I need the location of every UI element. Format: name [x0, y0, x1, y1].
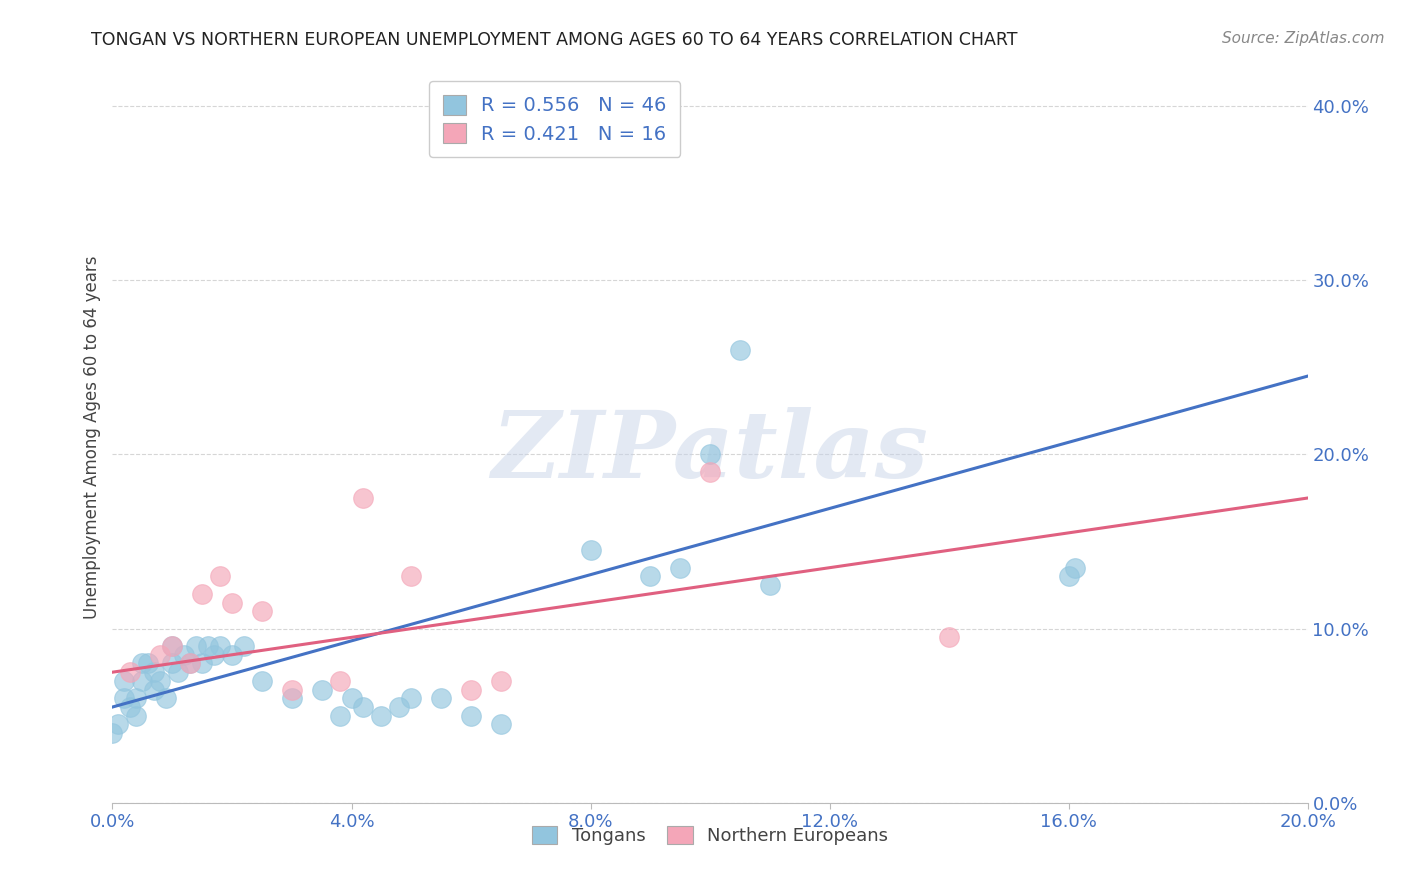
Legend: Tongans, Northern Europeans: Tongans, Northern Europeans [524, 819, 896, 852]
Point [162, 657, 183, 671]
Point [340, 691, 363, 706]
Point [138, 657, 160, 671]
Point [699, 465, 721, 479]
Point [191, 587, 214, 601]
Point [179, 657, 201, 671]
Point [131, 673, 153, 688]
Point [669, 560, 692, 574]
Point [460, 682, 482, 697]
Point [131, 657, 153, 671]
Point [186, 639, 208, 653]
Text: Source: ZipAtlas.com: Source: ZipAtlas.com [1222, 31, 1385, 46]
Point [728, 343, 751, 357]
Point [179, 657, 201, 671]
Point [162, 639, 183, 653]
Point [143, 682, 166, 697]
Point [221, 648, 243, 662]
Point [329, 708, 352, 723]
Point [370, 708, 392, 723]
Point [233, 639, 256, 653]
Y-axis label: Unemployment Among Ages 60 to 64 years: Unemployment Among Ages 60 to 64 years [83, 255, 101, 619]
Point [1057, 569, 1080, 583]
Point [221, 595, 243, 609]
Point [209, 569, 232, 583]
Point [388, 700, 411, 714]
Text: TONGAN VS NORTHERN EUROPEAN UNEMPLOYMENT AMONG AGES 60 TO 64 YEARS CORRELATION C: TONGAN VS NORTHERN EUROPEAN UNEMPLOYMENT… [91, 31, 1018, 49]
Point [155, 691, 177, 706]
Point [489, 717, 512, 731]
Point [107, 717, 129, 731]
Point [1063, 560, 1085, 574]
Point [430, 691, 453, 706]
Point [209, 639, 232, 653]
Point [938, 631, 960, 645]
Point [202, 648, 225, 662]
Point [460, 708, 482, 723]
Point [120, 700, 142, 714]
Point [125, 691, 148, 706]
Point [311, 682, 333, 697]
Point [329, 673, 352, 688]
Point [149, 673, 172, 688]
Point [250, 604, 273, 618]
Point [191, 657, 214, 671]
Point [699, 448, 721, 462]
Point [125, 708, 148, 723]
Point [579, 543, 602, 558]
Point [489, 673, 512, 688]
Point [162, 639, 183, 653]
Point [401, 691, 423, 706]
Point [149, 648, 172, 662]
Point [173, 648, 195, 662]
Point [101, 726, 124, 740]
Text: ZIPatlas: ZIPatlas [492, 407, 928, 497]
Point [353, 491, 375, 505]
Point [114, 691, 135, 706]
Point [640, 569, 662, 583]
Point [281, 682, 304, 697]
Point [401, 569, 423, 583]
Point [353, 700, 375, 714]
Point [197, 639, 219, 653]
Point [759, 578, 782, 592]
Point [167, 665, 190, 680]
Point [114, 673, 135, 688]
Point [281, 691, 304, 706]
Point [250, 673, 273, 688]
Point [143, 665, 166, 680]
Point [120, 665, 142, 680]
